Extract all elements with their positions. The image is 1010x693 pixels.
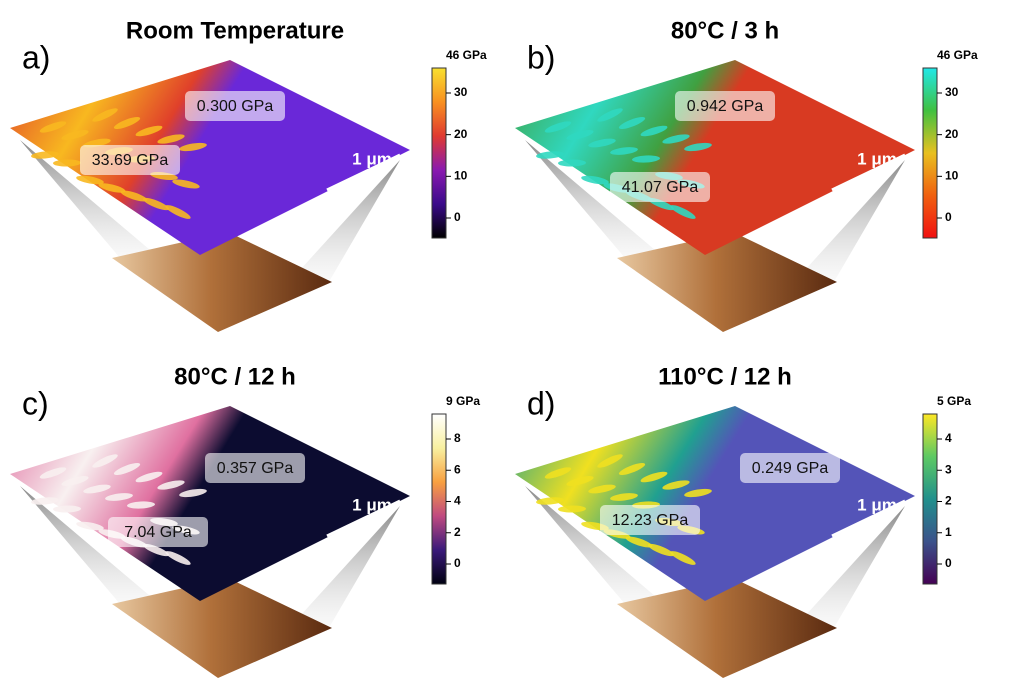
colorbar-tick-label: 0 [454, 210, 461, 224]
scale-bar-label: 1 μm [352, 495, 392, 514]
scale-bar-label: 1 μm [352, 149, 392, 168]
colorbar-tick-label: 3 [945, 462, 952, 476]
panel-title: 110°C / 12 h [658, 363, 792, 390]
colorbar-tick-label: 8 [454, 431, 461, 445]
annotation: 0.300 GPa [197, 98, 274, 115]
colorbar [923, 414, 937, 584]
colorbar-tick-label: 2 [945, 494, 952, 508]
colorbar-tick-label: 20 [454, 127, 468, 141]
panel-label: c) [22, 385, 49, 421]
colorbar-tick-label: 0 [945, 210, 952, 224]
colorbar-tick-label: 10 [454, 169, 468, 183]
colorbar-tick-label: 1 [945, 525, 952, 539]
colorbar-tick-label: 30 [945, 85, 959, 99]
annotation: 12.23 GPa [612, 512, 689, 529]
colorbar-tick-label: 20 [945, 127, 959, 141]
colorbar-tick-label: 10 [945, 169, 959, 183]
scale-bar-label: 1 μm [857, 149, 897, 168]
panel: a) Room Temperature 0.300 GPa 33.69 GPa 1 μm… [10, 17, 487, 332]
colorbar-tick-label: 4 [454, 494, 461, 508]
panel-label: a) [22, 39, 50, 75]
panel-label: d) [527, 385, 555, 421]
colorbar-max: 46 GPa [937, 48, 978, 62]
colorbar-tick-label: 2 [454, 525, 461, 539]
colorbar-tick-label: 0 [454, 556, 461, 570]
annotation: 0.249 GPa [752, 460, 829, 477]
panel: b) 80°C / 3 h 0.942 GPa 41.07 GPa 1 μm 46 GPa… [515, 17, 978, 332]
annotation: 0.357 GPa [217, 460, 294, 477]
panel-title: 80°C / 3 h [671, 17, 779, 44]
annotation: 7.04 GPa [124, 524, 192, 541]
panel-title: 80°C / 12 h [174, 363, 296, 390]
colorbar-tick-label: 0 [945, 556, 952, 570]
colorbar-max: 5 GPa [937, 394, 971, 408]
colorbar-max: 9 GPa [446, 394, 480, 408]
colorbar-tick-label: 4 [945, 431, 952, 445]
panel-label: b) [527, 39, 555, 75]
colorbar [923, 68, 937, 238]
colorbar-max: 46 GPa [446, 48, 487, 62]
annotation: 0.942 GPa [687, 98, 764, 115]
annotation: 33.69 GPa [92, 152, 169, 169]
annotation: 41.07 GPa [622, 179, 699, 196]
colorbar-tick-label: 6 [454, 462, 461, 476]
panel-title: Room Temperature [126, 17, 344, 44]
colorbar [432, 414, 446, 584]
colorbar-tick-label: 30 [454, 85, 468, 99]
colorbar [432, 68, 446, 238]
figure: a) Room Temperature 0.300 GPa 33.69 GPa 1 μm… [0, 0, 1010, 693]
panel: c) 80°C / 12 h 0.357 GPa 7.04 GPa 1 μm 9 GPa 8… [10, 363, 480, 678]
scale-bar-label: 1 μm [857, 495, 897, 514]
panel: d) 110°C / 12 h 0.249 GPa 12.23 GPa 1 μm 5 GP… [515, 363, 971, 678]
